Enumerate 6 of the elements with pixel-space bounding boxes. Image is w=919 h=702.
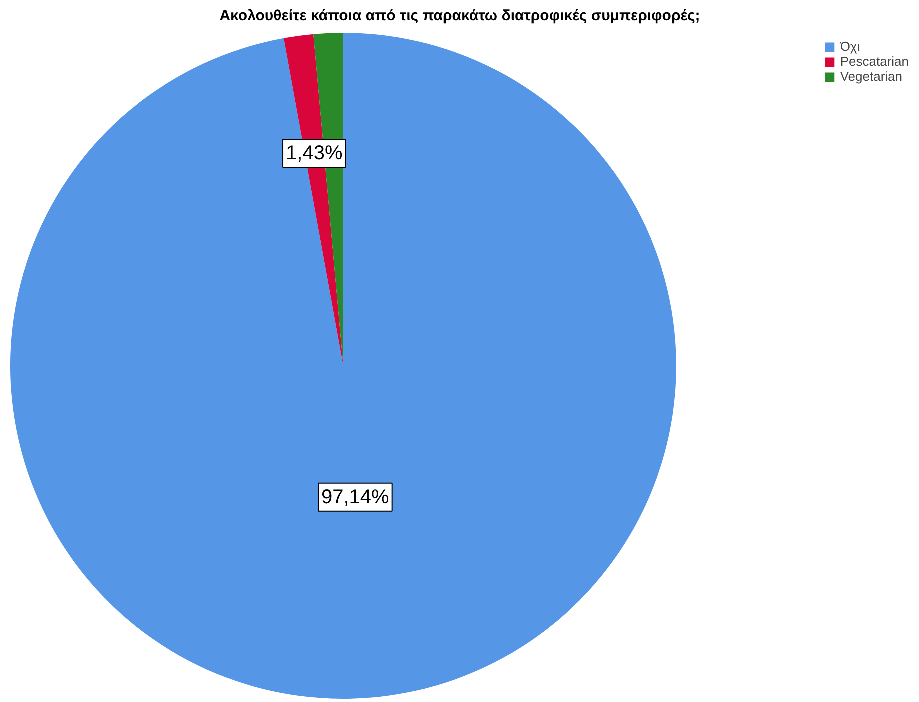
legend-label: Όχι — [840, 39, 860, 54]
data-label: 97,14% — [321, 486, 390, 508]
chart-title: Ακολουθείτε κάποια από τις παρακάτω διατροφικές συμπεριφορές; — [220, 8, 700, 24]
legend-label: Vegetarian — [840, 69, 903, 84]
legend-label: Pescatarian — [840, 54, 909, 69]
data-label: 1,43% — [286, 142, 343, 165]
